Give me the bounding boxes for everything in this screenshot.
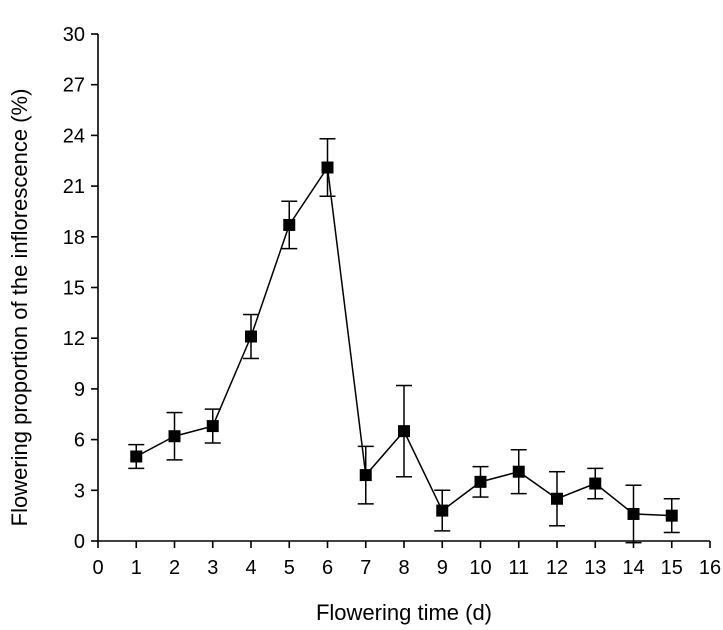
- data-point: [436, 504, 449, 517]
- x-tick-label: 16: [699, 557, 721, 579]
- x-tick-label: 5: [284, 557, 295, 579]
- x-tick-label: 12: [546, 557, 568, 579]
- y-tick-label: 6: [74, 430, 85, 452]
- y-tick-label: 21: [63, 176, 85, 198]
- y-tick-label: 30: [63, 24, 85, 46]
- data-point: [551, 492, 563, 505]
- data-point: [512, 465, 525, 478]
- x-tick-label: 14: [622, 557, 644, 579]
- y-tick-label: 0: [74, 531, 85, 553]
- y-tick-label: 24: [63, 125, 85, 147]
- data-point: [627, 507, 640, 520]
- data-point: [283, 218, 296, 231]
- x-tick-label: 9: [437, 557, 448, 579]
- markers: [130, 161, 678, 522]
- x-axis-title: Flowering time (d): [316, 600, 492, 625]
- x-tick-label: 13: [584, 557, 606, 579]
- x-tick-label: 8: [398, 557, 409, 579]
- x-ticks: 0 1 2 3 4 5 6 7 8 9 10 11 12 13 14 15 16: [92, 541, 721, 579]
- y-axis-title: Flowering proportion of the inflorescenc…: [7, 89, 32, 527]
- x-tick-label: 4: [245, 557, 256, 579]
- x-tick-label: 6: [322, 557, 333, 579]
- data-point: [321, 161, 334, 174]
- y-tick-label: 27: [63, 75, 85, 97]
- x-tick-label: 0: [92, 557, 103, 579]
- data-point: [398, 425, 410, 438]
- data-point: [474, 475, 487, 488]
- x-tick-label: 10: [469, 557, 491, 579]
- x-tick-label: 7: [360, 557, 371, 579]
- y-tick-label: 3: [74, 480, 85, 502]
- data-point: [168, 430, 181, 443]
- data-point: [130, 450, 143, 463]
- x-tick-label: 3: [207, 557, 218, 579]
- data-point: [589, 477, 602, 490]
- y-tick-label: 12: [63, 328, 85, 350]
- data-point: [665, 509, 678, 522]
- y-tick-label: 15: [63, 278, 85, 300]
- x-tick-label: 2: [169, 557, 180, 579]
- x-tick-label: 11: [508, 557, 529, 579]
- data-point: [245, 330, 257, 343]
- x-tick-label: 15: [661, 557, 683, 579]
- y-tick-label: 18: [63, 227, 85, 249]
- y-tick-label: 9: [74, 379, 85, 401]
- data-point: [359, 469, 372, 482]
- y-ticks: 0 3 6 9 12 15 18 21 24 27 30: [63, 24, 98, 553]
- data-point: [206, 420, 219, 433]
- x-tick-label: 1: [131, 557, 142, 579]
